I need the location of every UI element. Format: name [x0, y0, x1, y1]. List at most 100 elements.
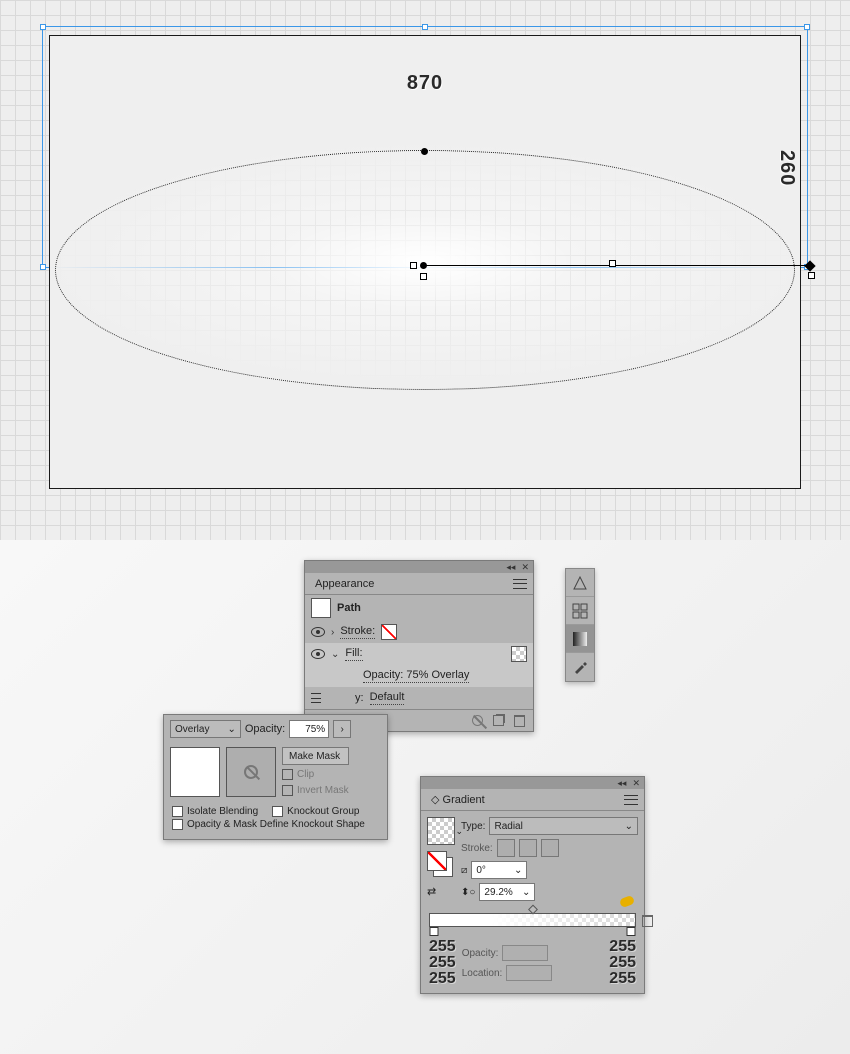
- clip-checkbox[interactable]: [282, 769, 293, 780]
- make-mask-button[interactable]: Make Mask: [282, 747, 349, 765]
- drag-handle-icon[interactable]: [311, 693, 321, 703]
- isolate-row[interactable]: Isolate Blending Knockout Group: [172, 805, 379, 818]
- ratio-input[interactable]: 29.2%⌄: [479, 883, 535, 901]
- visibility-eye-icon[interactable]: [311, 649, 325, 659]
- resize-handle-nw[interactable]: [40, 24, 46, 30]
- gradient-tool-icon[interactable]: [566, 625, 594, 653]
- gradient-below-square[interactable]: [420, 273, 427, 280]
- isolate-checkbox[interactable]: [172, 806, 183, 817]
- chevron-down-icon: ⌄: [227, 724, 235, 735]
- gradient-stop-right[interactable]: [626, 927, 635, 936]
- angle-value: 0°: [476, 865, 486, 876]
- width-dimension-label: 870: [0, 72, 850, 95]
- ratio-row: ⬍○ 29.2%⌄: [461, 883, 638, 901]
- panel-tabrow: ◇ Gradient: [421, 789, 644, 811]
- clip-label: Clip: [297, 769, 314, 780]
- expand-caret-icon[interactable]: ›: [331, 627, 334, 638]
- stop-opacity-input[interactable]: [502, 945, 548, 961]
- r-value: 255: [609, 939, 636, 955]
- reverse-gradient-icon[interactable]: ⇄: [427, 885, 455, 898]
- trash-icon[interactable]: [514, 715, 525, 727]
- appearance-fill-row[interactable]: ⌄ Fill:: [305, 643, 533, 665]
- gradient-ellipse[interactable]: [55, 150, 795, 390]
- object-type-label: Path: [337, 602, 361, 614]
- gradient-origin-handle[interactable]: [421, 148, 428, 155]
- invert-row[interactable]: Invert Mask: [282, 784, 349, 797]
- gradient-slider[interactable]: [429, 913, 636, 927]
- fill-swatch-gradient[interactable]: [511, 646, 527, 662]
- stop-opacity-label: Opacity:: [462, 948, 499, 959]
- gradient-tab[interactable]: ◇ Gradient: [427, 790, 493, 809]
- angle-icon: ⧄: [461, 865, 467, 876]
- gradient-stop-left[interactable]: [430, 927, 439, 936]
- knockout-checkbox[interactable]: [272, 806, 283, 817]
- gradient-fill-swatch[interactable]: [427, 817, 455, 845]
- appearance-default-row[interactable]: y: Default: [305, 687, 533, 709]
- fill-label[interactable]: Fill:: [345, 647, 362, 661]
- gradient-start-square[interactable]: [410, 262, 417, 269]
- blend-mode-select[interactable]: Overlay ⌄: [170, 720, 241, 738]
- stroke-grad-btn-2[interactable]: [519, 839, 537, 857]
- panel-menu-icon[interactable]: [624, 795, 638, 805]
- stroke-grad-btn-3[interactable]: [541, 839, 559, 857]
- gradient-end-square[interactable]: [808, 272, 815, 279]
- gradient-stop-info: 255 255 255 Opacity: Location: 255 255 2…: [421, 929, 644, 993]
- stroke-row: Stroke:: [461, 839, 638, 857]
- angle-input[interactable]: 0°⌄: [471, 861, 527, 879]
- swatches-icon[interactable]: [566, 597, 594, 625]
- stroke-grad-btn-1[interactable]: [497, 839, 515, 857]
- collapse-caret-icon[interactable]: ⌄: [331, 649, 339, 660]
- object-thumb[interactable]: [170, 747, 220, 797]
- opacity-line[interactable]: Opacity: 75% Overlay: [363, 669, 469, 683]
- appearance-tab[interactable]: Appearance: [311, 575, 382, 593]
- appearance-stroke-row[interactable]: › Stroke:: [305, 621, 533, 643]
- opacmask-checkbox[interactable]: [172, 819, 183, 830]
- duplicate-icon[interactable]: [493, 715, 504, 726]
- resize-handle-ne[interactable]: [804, 24, 810, 30]
- panel-titlebar[interactable]: ◂◂ ✕: [421, 777, 644, 789]
- canvas-artboard[interactable]: 870 260: [0, 0, 850, 540]
- appearance-path-row[interactable]: Path: [305, 595, 533, 621]
- graphic-styles-icon[interactable]: [566, 569, 594, 597]
- stop-location-label: Location:: [462, 968, 503, 979]
- gradient-start-handle[interactable]: [420, 262, 427, 269]
- gradient-type-select[interactable]: Radial ⌄: [489, 817, 638, 835]
- g-value: 255: [429, 955, 456, 971]
- resize-handle-n[interactable]: [422, 24, 428, 30]
- stroke-label[interactable]: Stroke:: [340, 625, 375, 639]
- type-label: Type:: [461, 821, 485, 832]
- clear-appearance-icon[interactable]: [472, 715, 483, 726]
- clip-row[interactable]: Clip: [282, 768, 349, 781]
- visibility-eye-icon[interactable]: [311, 627, 325, 637]
- r-value: 255: [429, 939, 456, 955]
- isolate-label: Isolate Blending: [187, 806, 258, 817]
- panel-tabrow: Appearance: [305, 573, 533, 595]
- collapse-icon[interactable]: ◂◂: [506, 562, 515, 573]
- opacity-label: Opacity:: [245, 723, 285, 735]
- gradient-swatch-column: ⌄ ⇄: [427, 817, 455, 901]
- object-thumb-swatch: [311, 598, 331, 618]
- gradient-annotator-line[interactable]: [422, 265, 810, 266]
- default-row-value[interactable]: Default: [370, 691, 405, 705]
- stroke-swatch-none[interactable]: [381, 624, 397, 640]
- gradient-controls: Type: Radial ⌄ Stroke: ⧄ 0°⌄ ⬍○: [461, 817, 638, 901]
- invert-checkbox[interactable]: [282, 785, 293, 796]
- opacity-input[interactable]: 75%: [289, 720, 329, 738]
- close-icon[interactable]: ✕: [632, 778, 640, 789]
- panel-menu-icon[interactable]: [513, 579, 527, 589]
- ratio-value: 29.2%: [484, 887, 512, 898]
- appearance-opacity-row[interactable]: Opacity: 75% Overlay: [305, 665, 533, 687]
- eyedropper-icon[interactable]: [566, 653, 594, 681]
- panel-titlebar[interactable]: ◂◂ ✕: [305, 561, 533, 573]
- stop-location-input[interactable]: [506, 965, 552, 981]
- delete-stop-icon[interactable]: [642, 915, 653, 927]
- stroke-swatch[interactable]: [427, 851, 447, 871]
- gradient-mid-square[interactable]: [609, 260, 616, 267]
- mask-thumb[interactable]: [226, 747, 276, 797]
- swatch-dropdown-icon[interactable]: ⌄: [455, 826, 463, 837]
- collapse-icon[interactable]: ◂◂: [617, 778, 626, 789]
- opacmask-row[interactable]: Opacity & Mask Define Knockout Shape: [172, 818, 379, 831]
- resize-handle-sw[interactable]: [40, 264, 46, 270]
- opacity-stepper[interactable]: ›: [333, 720, 351, 738]
- close-icon[interactable]: ✕: [521, 562, 529, 573]
